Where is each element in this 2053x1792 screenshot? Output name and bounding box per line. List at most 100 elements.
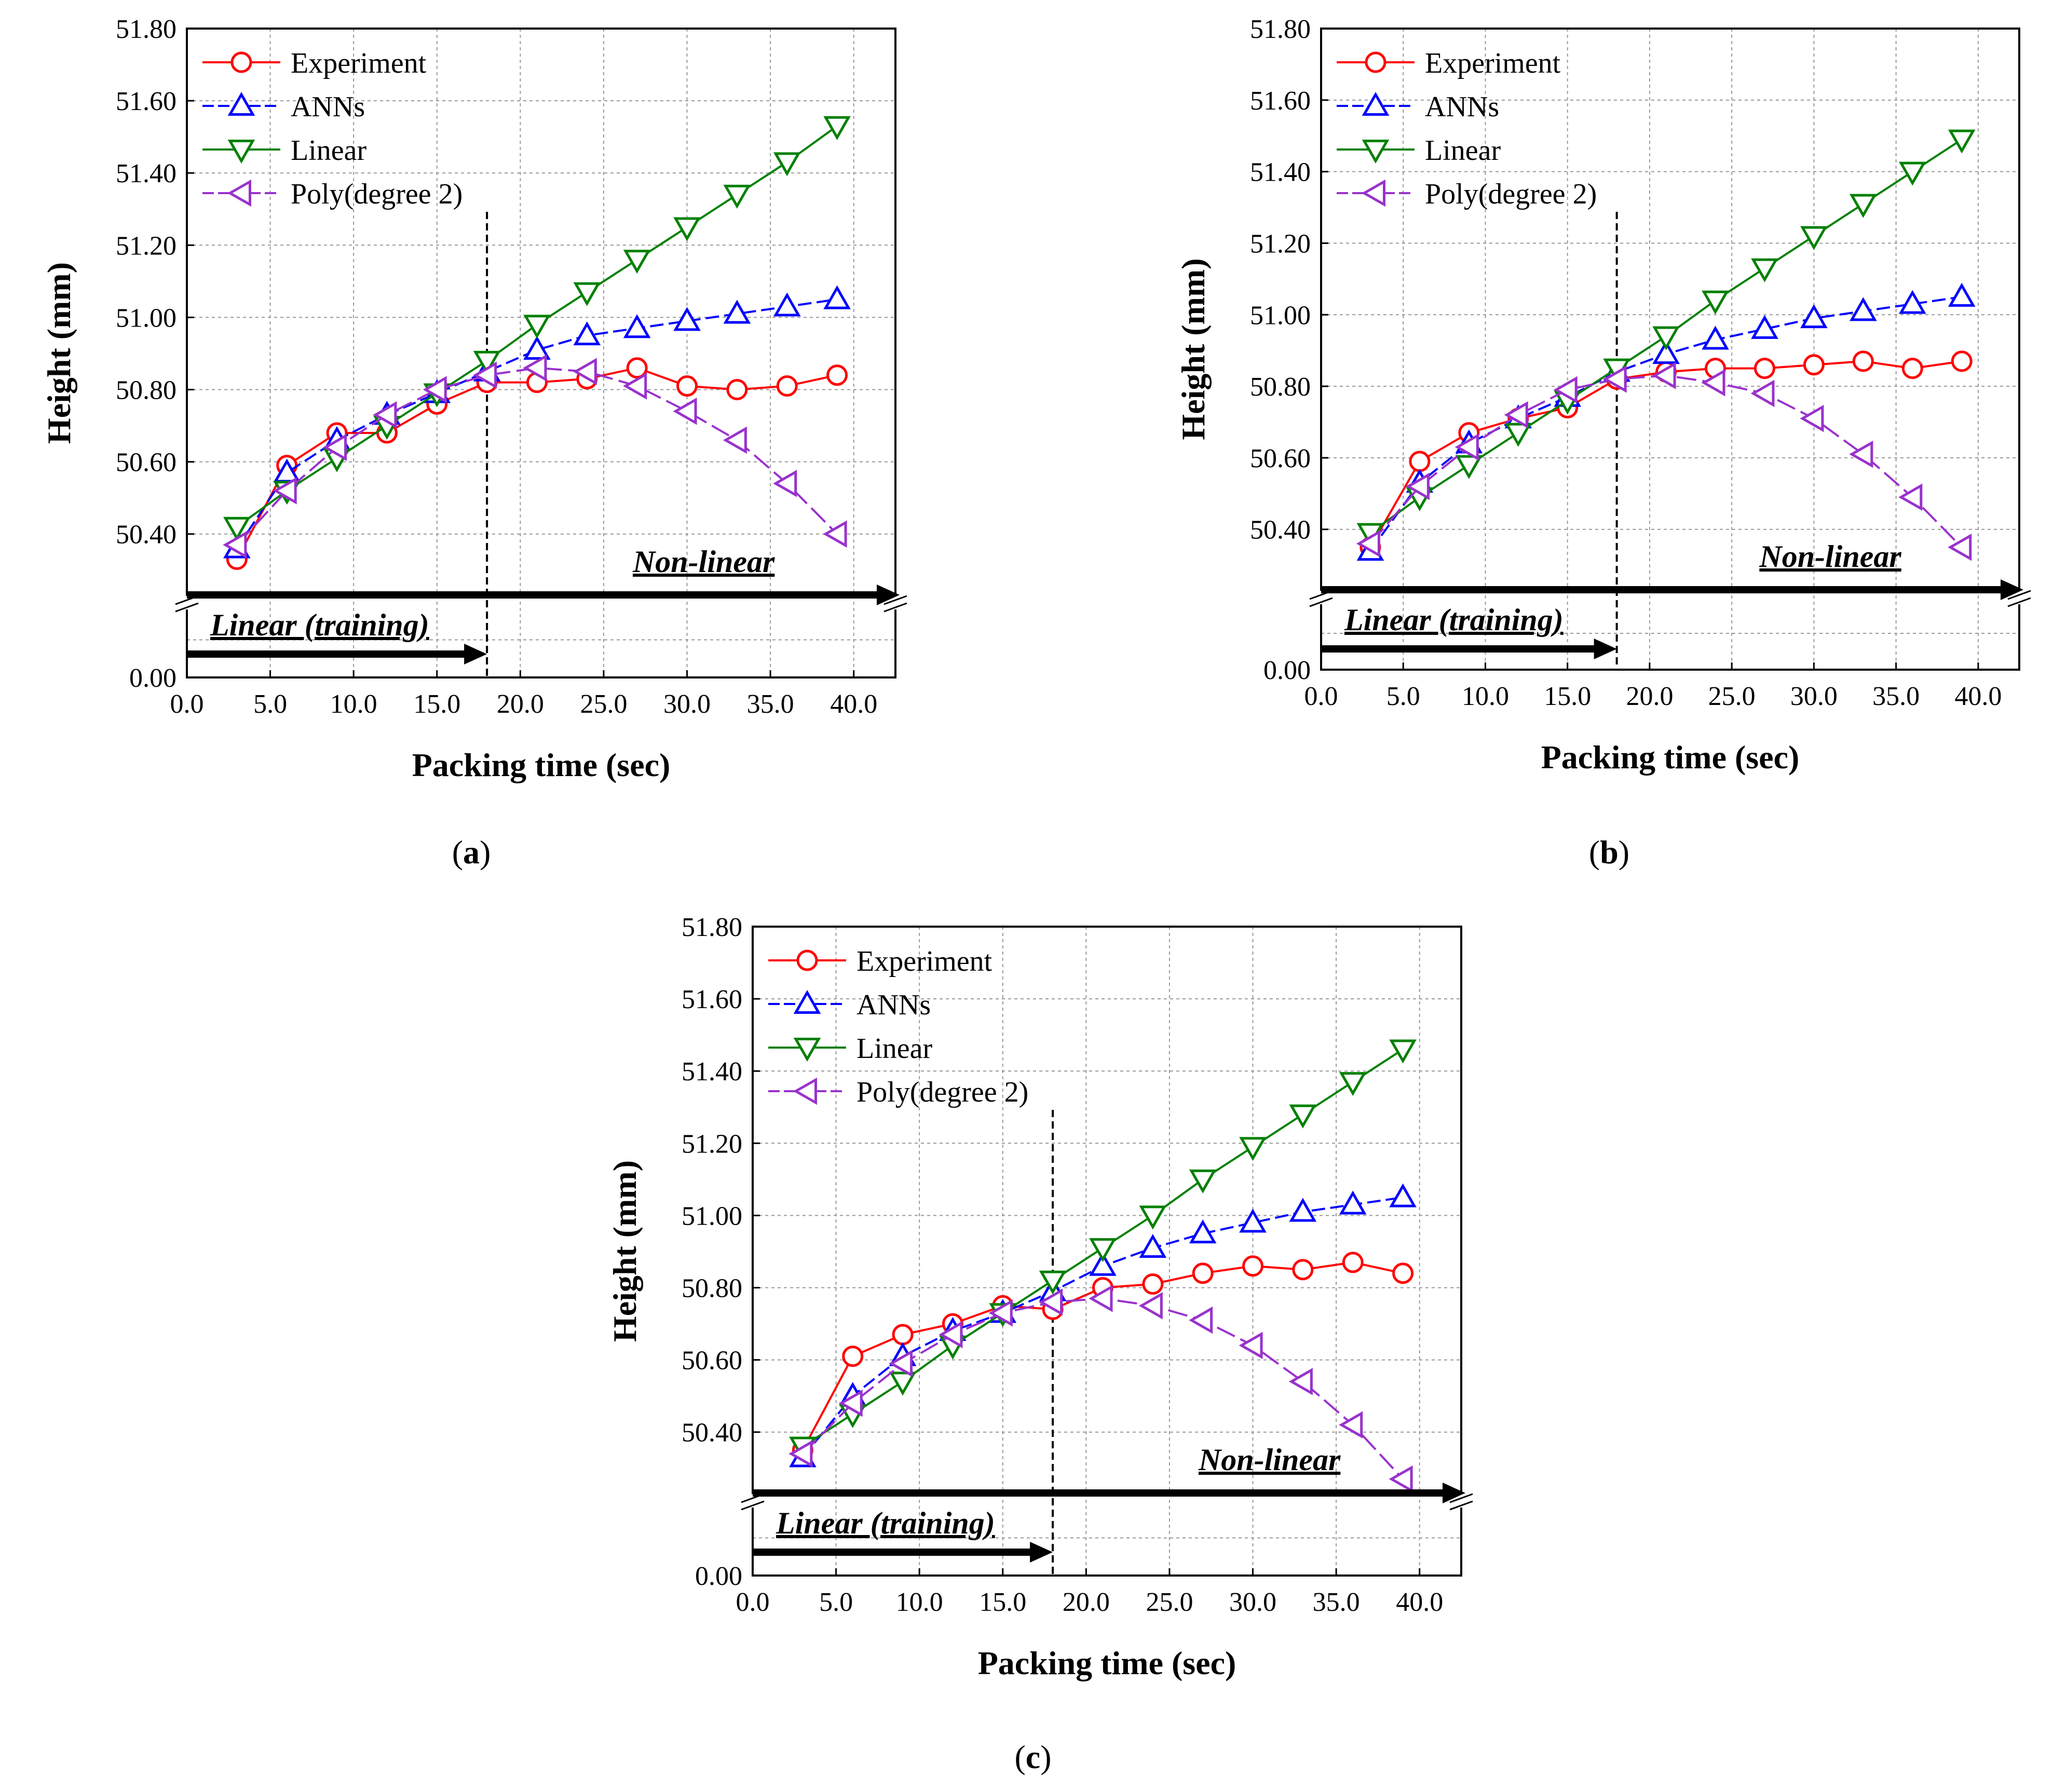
chart-panel-a: 0.0 5.0 10.0 15.0 20.0 25.0 30.0 35.0 40.0 0.00 50… xyxy=(0,0,986,810)
data-point xyxy=(1702,325,1729,350)
legend: Experiment ANNs Linear Poly(degree 2) xyxy=(1337,47,1597,210)
y-axis-title: Height (mm) xyxy=(606,1160,643,1342)
x-tick-label: 10.0 xyxy=(896,1587,943,1617)
data-point xyxy=(1850,297,1877,321)
data-point xyxy=(273,477,297,505)
legend-label: Experiment xyxy=(856,945,992,978)
y-tick-label: 50.40 xyxy=(1250,515,1311,545)
data-point xyxy=(1339,1411,1363,1439)
data-point xyxy=(1239,1209,1267,1233)
data-point xyxy=(1239,1332,1263,1360)
series-poly xyxy=(1356,362,1972,561)
data-point xyxy=(1652,340,1680,364)
data-point xyxy=(988,1299,1013,1327)
x-tick-label: 15.0 xyxy=(979,1587,1026,1617)
data-point xyxy=(473,350,501,375)
gridlines xyxy=(753,927,1461,1576)
data-point xyxy=(676,375,698,397)
data-point xyxy=(1356,530,1380,558)
data-point xyxy=(1389,1465,1413,1493)
annotation-linear-training: Linear (training) xyxy=(1344,603,1563,637)
annotations: Linear (training) Non-linear xyxy=(1321,539,2023,659)
axis-break-mark xyxy=(883,602,907,613)
legend-marker xyxy=(793,1038,821,1062)
data-point xyxy=(1192,1262,1214,1284)
data-point xyxy=(1455,455,1483,479)
y-tick-label: 51.60 xyxy=(682,985,742,1014)
series-anns xyxy=(789,1183,1417,1468)
data-point xyxy=(1289,1198,1317,1222)
y-axis-title: Height (mm) xyxy=(1175,258,1212,440)
data-point xyxy=(1239,1137,1267,1161)
data-point xyxy=(623,314,651,338)
data-point xyxy=(1701,369,1725,397)
annotations: Linear (training) Non-linear xyxy=(187,545,900,664)
data-point xyxy=(1089,1252,1117,1276)
plot-border xyxy=(186,28,896,678)
x-tick-label: 5.0 xyxy=(819,1587,853,1617)
legend-marker xyxy=(227,179,251,207)
data-point xyxy=(1089,1238,1117,1262)
data-point xyxy=(723,184,751,209)
data-point xyxy=(1089,1285,1113,1312)
series-poly xyxy=(788,1285,1413,1493)
data-point xyxy=(1389,1183,1417,1207)
data-point xyxy=(1292,1259,1314,1281)
data-point xyxy=(523,315,551,339)
data-point xyxy=(773,470,797,497)
legend-marker xyxy=(793,1077,817,1105)
plot-frame xyxy=(1309,28,2031,671)
caption-b: (b) xyxy=(1588,834,1630,871)
caption-c: (c) xyxy=(1014,1739,1052,1775)
y-tick-label: 51.20 xyxy=(682,1129,742,1159)
x-tick-label: 20.0 xyxy=(1626,682,1673,711)
legend-label: Linear xyxy=(856,1033,932,1065)
data-point xyxy=(573,358,597,386)
legend-marker xyxy=(793,989,821,1014)
data-point xyxy=(1039,1288,1063,1316)
x-tick-label: 15.0 xyxy=(413,689,460,719)
y-tick-label: 50.80 xyxy=(682,1274,742,1304)
data-point xyxy=(573,321,601,346)
nonlinear-arrowhead xyxy=(877,585,900,605)
y-tick-label: 0.00 xyxy=(1263,656,1311,685)
y-tick-label: 51.00 xyxy=(1250,301,1311,330)
chart-panel-b: 0.0 5.0 10.0 15.0 20.0 25.0 30.0 35.0 40.0 0.00 50… xyxy=(1137,0,2053,810)
legend-label: ANNs xyxy=(291,91,365,123)
annotation-nonlinear: Non-linear xyxy=(1198,1443,1341,1477)
data-point xyxy=(773,152,801,177)
y-tick-label: 50.40 xyxy=(116,520,176,550)
data-point xyxy=(1339,1190,1367,1215)
legend-label: Linear xyxy=(1425,134,1501,167)
data-point xyxy=(1389,1039,1417,1064)
annotation-nonlinear: Non-linear xyxy=(632,545,775,579)
plot-border xyxy=(752,926,1462,1577)
axis-break-mark xyxy=(2007,590,2031,600)
data-point xyxy=(1753,358,1775,379)
data-point xyxy=(623,250,651,274)
data-point xyxy=(1288,1368,1313,1395)
y-tick-label: 51.00 xyxy=(682,1201,742,1231)
data-point xyxy=(1702,290,1729,315)
data-point xyxy=(1142,1273,1164,1295)
x-tick-label: 0.0 xyxy=(170,689,204,719)
data-point xyxy=(1951,350,1973,372)
chart-c: 0.0 5.0 10.0 15.0 20.0 25.0 30.0 35.0 40.0 0.00 50… xyxy=(606,913,1473,1681)
axis-break-mark xyxy=(1449,1493,1473,1503)
legend-label: ANNs xyxy=(856,989,931,1021)
data-point xyxy=(1139,1233,1167,1258)
y-tick-label: 51.80 xyxy=(116,15,176,44)
data-point xyxy=(826,364,848,386)
series-line-poly xyxy=(236,366,838,546)
x-tick-label: 35.0 xyxy=(1872,682,1920,711)
x-tick-label: 0.0 xyxy=(1304,682,1338,711)
data-point xyxy=(1339,1072,1367,1096)
y-tick-label: 50.60 xyxy=(682,1346,742,1376)
data-point xyxy=(842,1346,864,1367)
x-tick-label: 35.0 xyxy=(1313,1587,1360,1617)
data-point xyxy=(1849,440,1873,468)
legend: Experiment ANNs Linear Poly(degree 2) xyxy=(202,47,463,210)
data-point xyxy=(1602,365,1627,393)
axis-break-mark xyxy=(175,602,199,613)
data-point xyxy=(1553,376,1578,404)
